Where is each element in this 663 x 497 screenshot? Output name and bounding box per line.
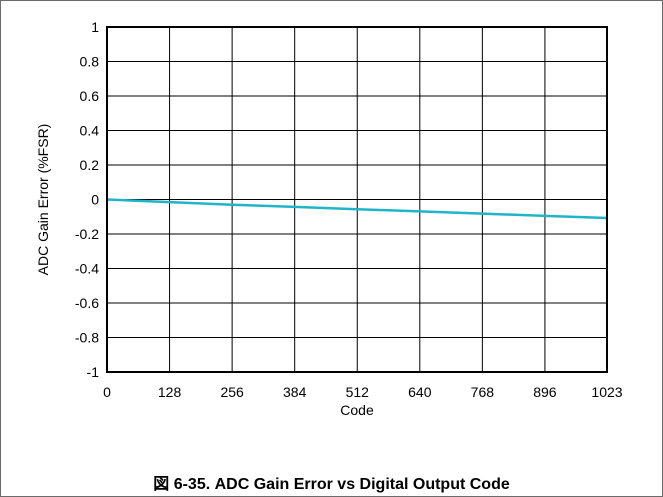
y-tick-label: -0.2 bbox=[75, 226, 99, 242]
x-tick-label: 896 bbox=[533, 384, 557, 400]
y-tick-label: 0.8 bbox=[80, 54, 100, 70]
y-tick-label: 0.6 bbox=[80, 88, 100, 104]
y-tick-label: -0.6 bbox=[75, 295, 99, 311]
y-tick-label: -0.8 bbox=[75, 330, 99, 346]
figure-caption: 図 6-35. ADC Gain Error vs Digital Output… bbox=[153, 476, 510, 493]
y-tick-labels: -1 -0.8 -0.6 -0.4 -0.2 0 0.2 0.4 0.6 0.8 1 bbox=[75, 19, 99, 380]
x-tick-labels: 0 128 256 384 512 640 768 896 1023 bbox=[103, 384, 623, 400]
x-tick-label: 1023 bbox=[591, 384, 622, 400]
grid bbox=[106, 26, 608, 373]
y-tick-label: -1 bbox=[87, 364, 100, 380]
x-tick-label: 384 bbox=[283, 384, 307, 400]
x-axis-label: Code bbox=[340, 402, 374, 418]
y-tick-label: 1 bbox=[91, 19, 99, 35]
y-tick-label: 0.4 bbox=[80, 123, 100, 139]
y-axis-label: ADC Gain Error (%FSR) bbox=[35, 124, 51, 276]
plot-area-border bbox=[106, 26, 608, 373]
series-line bbox=[106, 198, 608, 220]
y-tick-label: 0 bbox=[91, 192, 99, 208]
x-tick-label: 640 bbox=[408, 384, 432, 400]
series-layer bbox=[106, 198, 608, 220]
x-tick-label: 512 bbox=[346, 384, 370, 400]
x-tick-label: 768 bbox=[471, 384, 495, 400]
x-tick-label: 128 bbox=[158, 384, 182, 400]
x-tick-label: 0 bbox=[103, 384, 111, 400]
x-tick-label: 256 bbox=[220, 384, 244, 400]
y-tick-label: 0.2 bbox=[80, 157, 100, 173]
y-tick-label: -0.4 bbox=[75, 261, 99, 277]
